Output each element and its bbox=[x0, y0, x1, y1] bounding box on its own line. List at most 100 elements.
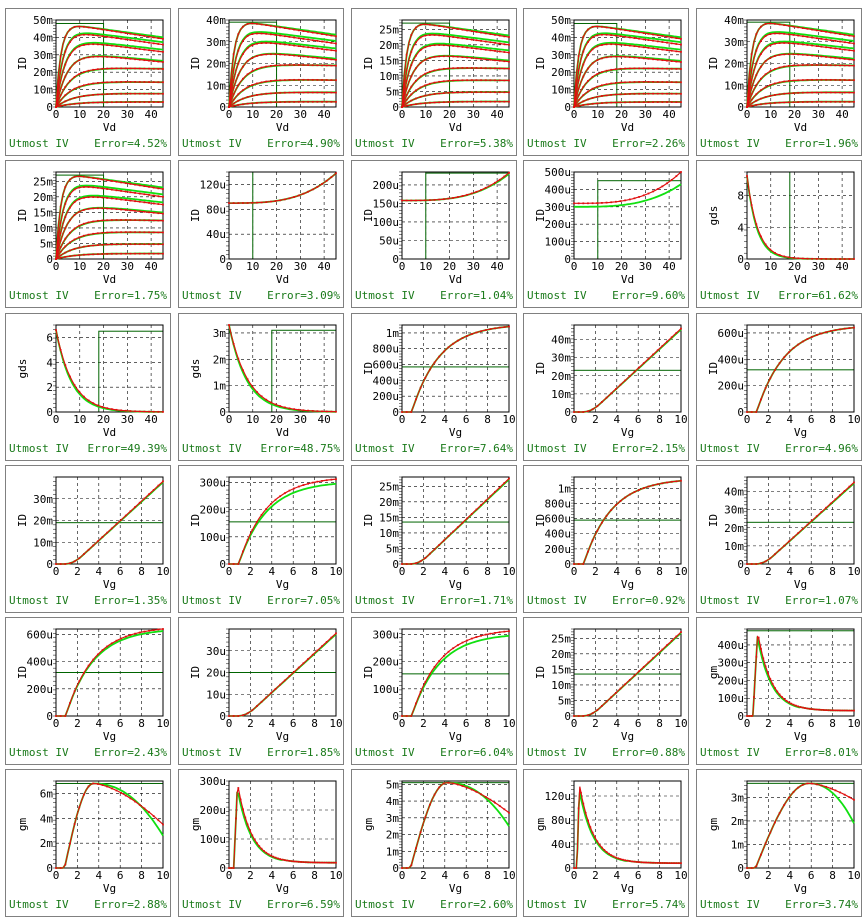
measured-point bbox=[96, 43, 99, 46]
simulated-series-line bbox=[228, 324, 336, 413]
measured-point bbox=[442, 539, 445, 542]
measured-point bbox=[774, 102, 776, 104]
measured-point bbox=[787, 540, 790, 543]
x-axis-label: Vg bbox=[449, 730, 462, 743]
measured-point bbox=[610, 55, 613, 58]
measured-point bbox=[792, 92, 795, 94]
measured-points bbox=[401, 171, 510, 202]
measured-point bbox=[162, 43, 164, 46]
measured-point bbox=[228, 715, 230, 717]
tool-name: Utmost IV bbox=[182, 137, 242, 150]
measured-point bbox=[242, 202, 244, 204]
measured-point bbox=[762, 657, 765, 660]
measured-point bbox=[843, 489, 846, 492]
measured-point bbox=[792, 42, 795, 45]
measured-point bbox=[642, 81, 645, 83]
measured-point bbox=[330, 176, 333, 179]
measured-point bbox=[269, 854, 272, 857]
measured-point bbox=[829, 78, 832, 81]
measured-point bbox=[96, 82, 99, 84]
measured-point bbox=[778, 362, 781, 365]
measured-point bbox=[251, 385, 254, 388]
measured-point bbox=[69, 255, 71, 258]
tool-name: Utmost IV bbox=[355, 289, 415, 302]
measured-point bbox=[232, 563, 235, 565]
measured-point bbox=[806, 64, 809, 66]
fit-caption: Utmost IV Error=3.74% bbox=[700, 898, 858, 912]
y-axis-label: gm bbox=[707, 818, 720, 832]
x-tick-label: 30 bbox=[294, 413, 307, 426]
x-axis-label: Vg bbox=[103, 578, 116, 591]
fit-caption: Utmost IV Error=4.52% bbox=[9, 137, 167, 151]
measured-point bbox=[610, 82, 613, 85]
minor-ticks bbox=[571, 171, 574, 260]
measured-point bbox=[825, 46, 827, 49]
measured-point bbox=[429, 803, 431, 806]
measured-point bbox=[628, 67, 631, 70]
measured-point bbox=[806, 54, 809, 57]
measured-point bbox=[260, 395, 263, 398]
measured-point bbox=[134, 58, 136, 61]
x-tick-label: 4 bbox=[441, 717, 448, 730]
measured-point bbox=[825, 64, 827, 66]
measured-point bbox=[101, 231, 104, 234]
x-tick-label: 20 bbox=[788, 108, 801, 121]
measured-point bbox=[335, 58, 337, 61]
measured-point bbox=[96, 540, 99, 543]
measured-point bbox=[429, 672, 431, 675]
measured-point bbox=[143, 185, 146, 188]
measured-point bbox=[628, 36, 631, 39]
x-tick-label: 20 bbox=[615, 260, 628, 273]
x-tick-label: 40 bbox=[835, 108, 848, 121]
measured-point bbox=[110, 642, 113, 645]
measured-point bbox=[152, 489, 155, 491]
x-axis-label: Vg bbox=[794, 426, 807, 439]
measured-point bbox=[633, 30, 636, 33]
measured-point bbox=[456, 55, 459, 58]
measured-point bbox=[134, 410, 136, 413]
measured-point bbox=[96, 219, 99, 222]
measured-point bbox=[283, 53, 286, 56]
measured-point bbox=[619, 43, 622, 46]
measured-points bbox=[228, 22, 337, 108]
measured-point bbox=[138, 243, 141, 246]
measured-point bbox=[610, 34, 613, 36]
minor-ticks bbox=[744, 19, 747, 108]
measured-point bbox=[596, 34, 599, 37]
measured-point bbox=[59, 94, 62, 97]
measured-point bbox=[811, 335, 814, 338]
y-tick-label: 600u bbox=[545, 513, 572, 526]
measured-point bbox=[508, 477, 510, 480]
measured-points bbox=[401, 630, 510, 717]
x-tick-label: 30 bbox=[467, 260, 480, 273]
measured-point bbox=[801, 27, 804, 29]
measured-point bbox=[256, 201, 258, 204]
measured-series-line bbox=[228, 324, 337, 413]
measured-point bbox=[661, 101, 664, 103]
measured-points bbox=[228, 64, 337, 108]
y-tick-label: 200u bbox=[545, 218, 572, 231]
measured-point bbox=[447, 535, 450, 537]
y-tick-label: 5m bbox=[386, 542, 400, 555]
measured-point bbox=[783, 80, 786, 83]
measured-point bbox=[647, 57, 650, 60]
measured-point bbox=[438, 44, 441, 46]
measured-point bbox=[480, 189, 482, 191]
measured-point bbox=[143, 210, 146, 213]
measured-point bbox=[797, 34, 800, 37]
measured-point bbox=[769, 678, 772, 680]
measured-point bbox=[839, 91, 841, 94]
measured-point bbox=[475, 67, 478, 69]
measured-point bbox=[494, 327, 496, 330]
x-tick-label: 0 bbox=[571, 260, 578, 273]
measured-point bbox=[419, 95, 422, 98]
measured-points bbox=[228, 42, 337, 108]
x-tick-label: 40 bbox=[144, 413, 157, 426]
fit-caption: Utmost IV Error=9.60% bbox=[527, 289, 685, 303]
measured-point bbox=[96, 101, 99, 104]
measured-point bbox=[587, 41, 589, 43]
measured-point bbox=[106, 55, 109, 58]
measured-point bbox=[661, 648, 664, 651]
measured-point bbox=[750, 104, 753, 107]
measured-point bbox=[64, 563, 67, 565]
